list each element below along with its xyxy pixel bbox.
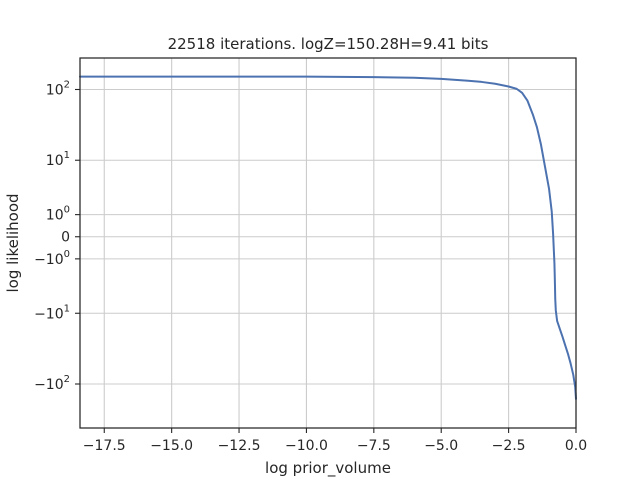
y-tick-label: 0	[61, 230, 70, 246]
y-tick-label: 102	[46, 79, 70, 98]
x-tick-label: −12.5	[218, 438, 261, 454]
y-tick-label: −100	[34, 249, 70, 268]
y-tick-label: 100	[46, 205, 70, 224]
x-tick-label: −5.0	[424, 438, 458, 454]
x-tick-label: 0.0	[565, 438, 587, 454]
y-axis: 102 101 100 0 −100 −101 −102	[34, 79, 80, 393]
y-tick-label: −101	[34, 303, 70, 322]
y-axis-label: log likelihood	[4, 193, 22, 292]
series-line	[79, 75, 577, 400]
x-tick-label: −15.0	[150, 438, 193, 454]
x-tick-label: −17.5	[83, 438, 126, 454]
y-tick-label: −102	[34, 374, 70, 393]
x-tick-label: −10.0	[285, 438, 328, 454]
x-tick-label: −2.5	[492, 438, 526, 454]
y-tick-label: 101	[46, 150, 70, 169]
series-layer	[79, 75, 577, 400]
plot-frame	[79, 57, 577, 429]
grid-lines	[80, 58, 577, 428]
x-axis-label: log prior_volume	[265, 459, 391, 478]
x-tick-label: −7.5	[357, 438, 391, 454]
chart-title: 22518 iterations. logZ=150.28H=9.41 bits	[168, 35, 489, 53]
x-axis: −17.5 −15.0 −12.5 −10.0 −7.5 −5.0 −2.5 0.0	[83, 428, 587, 454]
